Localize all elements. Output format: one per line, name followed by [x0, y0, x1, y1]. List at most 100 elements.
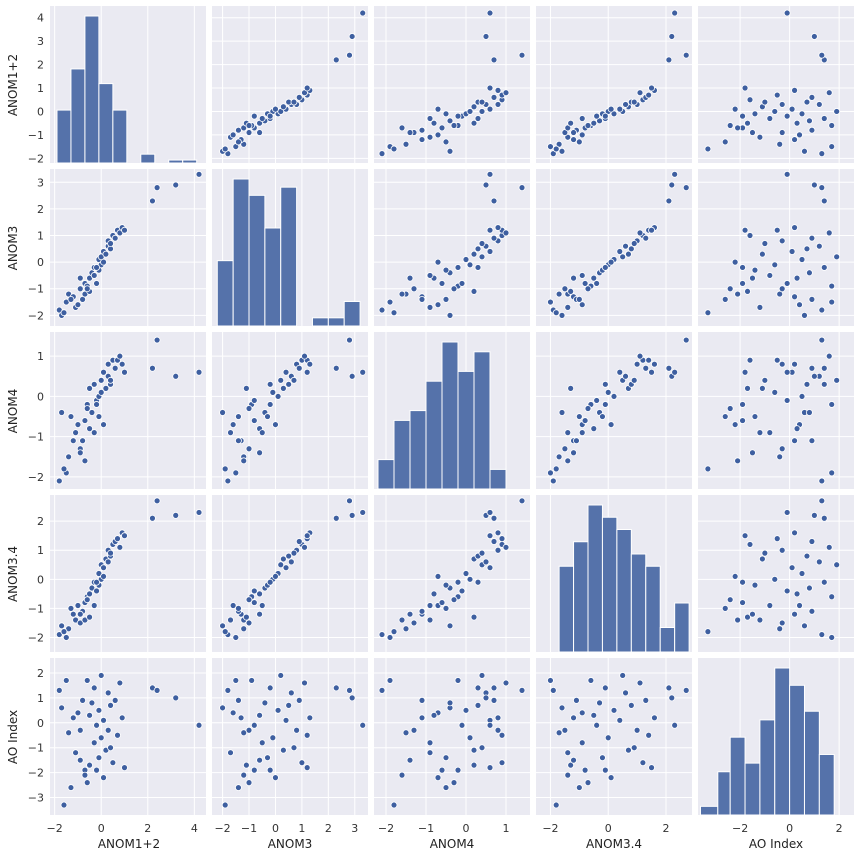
histogram-bar	[248, 194, 266, 327]
panel-anom4-vs-anom1-2	[50, 332, 206, 489]
scatter-point	[778, 129, 786, 136]
scatter-point	[430, 590, 438, 598]
scatter-point	[277, 561, 285, 569]
scatter-point	[83, 779, 91, 787]
scatter-point	[668, 33, 676, 40]
scatter-point	[97, 388, 105, 396]
y-tick-label: 1	[37, 230, 44, 243]
scatter-point	[86, 613, 93, 621]
scatter-point	[622, 689, 629, 697]
scatter-point	[806, 584, 813, 592]
y-axis-label-anom1-2: ANOM1+2	[6, 54, 20, 116]
y-tick-label: 0	[37, 573, 44, 586]
scatter-point	[570, 449, 577, 457]
scatter-point	[833, 376, 841, 384]
scatter-point	[88, 699, 96, 707]
y-axis-label-anom3-4: ANOM3.4	[6, 546, 20, 602]
scatter-point	[758, 555, 766, 563]
histogram-bar	[818, 753, 835, 816]
scatter-point	[474, 701, 482, 709]
scatter-point	[564, 303, 572, 311]
scatter-point	[776, 625, 784, 633]
scatter-point	[494, 529, 502, 537]
scatter-point	[665, 197, 673, 205]
scatter-point	[237, 714, 245, 722]
scatter-point	[446, 147, 454, 155]
histogram-bar	[343, 301, 361, 327]
scatter-point	[625, 746, 632, 754]
scatter-point	[490, 538, 498, 545]
scatter-point	[235, 604, 242, 612]
histogram-bar	[393, 419, 411, 490]
scatter-point	[808, 126, 816, 134]
scatter-point	[76, 274, 84, 282]
scatter-point	[386, 298, 394, 306]
scatter-point	[229, 709, 237, 717]
scatter-point	[746, 232, 754, 239]
scatter-point	[332, 364, 340, 372]
scatter-point	[590, 425, 598, 433]
scatter-point	[454, 766, 462, 774]
scatter-point	[348, 33, 356, 40]
scatter-point	[783, 280, 791, 287]
scatter-point	[567, 761, 575, 769]
x-tick-label: −1	[241, 822, 257, 835]
panel-background	[212, 332, 368, 489]
scatter-point	[567, 384, 575, 392]
panel-anom1-2-vs-anom4	[374, 6, 530, 163]
scatter-point	[746, 541, 754, 548]
scatter-point	[773, 535, 781, 543]
scatter-point	[486, 532, 494, 540]
scatter-point	[547, 298, 554, 306]
y-tick-label: 0	[37, 390, 44, 403]
scatter-point	[630, 240, 638, 247]
scatter-point	[221, 145, 229, 153]
scatter-point	[633, 726, 641, 734]
histogram-bar	[425, 380, 443, 490]
scatter-point	[306, 714, 314, 722]
scatter-point	[69, 437, 77, 445]
scatter-point	[242, 761, 250, 769]
scatter-point	[584, 405, 592, 412]
scatter-point	[573, 696, 580, 704]
panel-anom4-vs-ao-index	[698, 332, 854, 489]
scatter-point	[793, 425, 801, 433]
scatter-point	[426, 616, 434, 624]
y-tick-label: −2	[28, 471, 44, 484]
scatter-point	[671, 721, 679, 729]
scatter-point	[227, 616, 234, 624]
scatter-point	[250, 397, 258, 404]
scatter-point	[450, 779, 458, 787]
scatter-point	[630, 376, 638, 384]
scatter-point	[791, 360, 798, 368]
scatter-point	[450, 285, 458, 293]
scatter-point	[266, 380, 274, 388]
scatter-point	[406, 274, 414, 282]
scatter-point	[272, 105, 279, 113]
scatter-point	[766, 429, 774, 437]
scatter-point	[721, 138, 729, 146]
scatter-point	[258, 602, 266, 609]
scatter-point	[590, 119, 598, 127]
scatter-point	[726, 405, 734, 412]
y-tick-label: −1	[28, 742, 44, 755]
scatter-point	[570, 714, 577, 722]
scatter-point	[818, 51, 826, 59]
scatter-point	[778, 237, 786, 245]
scatter-point	[390, 628, 398, 636]
scatter-point	[248, 677, 256, 684]
scatter-point	[406, 610, 414, 618]
scatter-point	[820, 115, 828, 122]
scatter-point	[434, 774, 442, 782]
scatter-point	[295, 93, 303, 101]
scatter-point	[470, 761, 478, 769]
scatter-point	[833, 561, 841, 569]
scatter-point	[633, 360, 641, 368]
scatter-point	[86, 761, 93, 769]
scatter-point	[277, 672, 285, 679]
scatter-point	[599, 413, 606, 420]
scatter-point	[665, 56, 673, 64]
y-tick-label: −1	[28, 129, 44, 142]
scatter-point	[494, 714, 502, 722]
scatter-point	[731, 573, 739, 580]
